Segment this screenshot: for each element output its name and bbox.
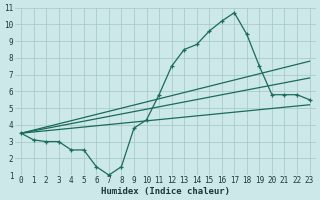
X-axis label: Humidex (Indice chaleur): Humidex (Indice chaleur) [101, 187, 230, 196]
